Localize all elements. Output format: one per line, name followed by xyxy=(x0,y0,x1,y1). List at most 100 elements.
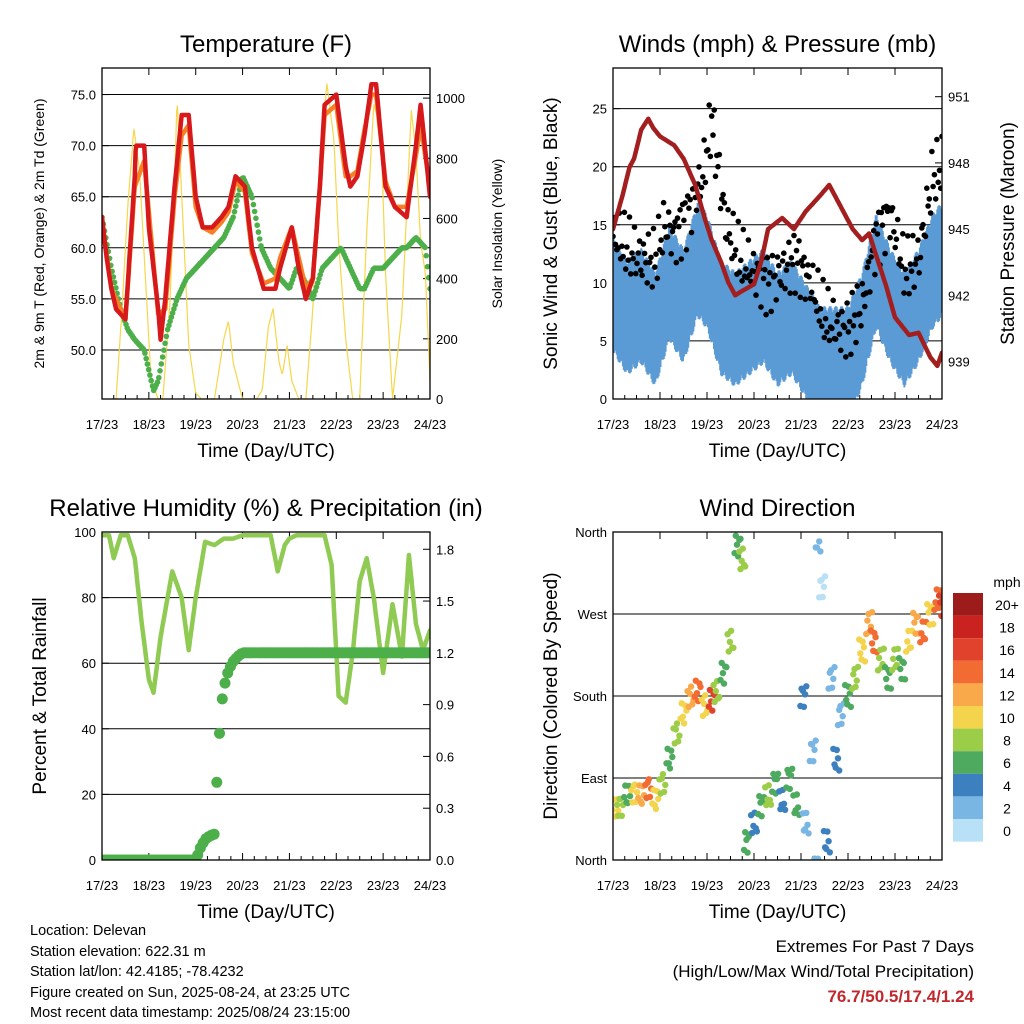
x-tick-label: 18/23 xyxy=(133,878,166,893)
series-point xyxy=(768,308,774,315)
legend-label: 2 xyxy=(1003,800,1011,816)
direction-point xyxy=(917,639,924,646)
series-point xyxy=(927,210,934,216)
direction-point xyxy=(850,671,857,678)
series-point xyxy=(865,259,872,265)
direction-point xyxy=(626,792,634,800)
direction-point xyxy=(687,683,695,690)
direction-point xyxy=(727,627,735,634)
series-point xyxy=(846,318,853,325)
x-tick-label: 24/23 xyxy=(414,417,447,432)
series-point xyxy=(711,107,717,113)
series-point xyxy=(156,374,162,381)
legend-label: 14 xyxy=(999,665,1015,681)
series-point xyxy=(903,275,910,282)
direction-point xyxy=(852,683,859,690)
direction-point xyxy=(847,703,855,711)
series-point xyxy=(148,377,154,384)
direction-point xyxy=(868,609,876,616)
station-info: Location: Delevan Station elevation: 622… xyxy=(30,921,350,1024)
direction-point xyxy=(938,612,942,619)
direction-point xyxy=(669,753,676,761)
series-point xyxy=(778,282,785,288)
series-point xyxy=(920,221,926,228)
series-point xyxy=(627,271,634,277)
series-point xyxy=(791,232,797,239)
series-point xyxy=(745,237,752,243)
direction-point xyxy=(770,770,777,778)
series-point xyxy=(905,233,911,239)
series-point xyxy=(901,290,907,296)
series-point xyxy=(774,254,781,260)
series-point xyxy=(613,233,616,240)
legend-label: 8 xyxy=(1003,733,1011,749)
series-point xyxy=(645,231,652,237)
series-point xyxy=(634,260,640,267)
series-point xyxy=(796,238,802,244)
series-point xyxy=(868,254,874,260)
x-axis-label: Time (Day/UTC) xyxy=(197,902,335,923)
series-point xyxy=(746,272,753,278)
y2-tick-label: 600 xyxy=(436,211,458,226)
x-tick-label: 20/23 xyxy=(226,878,259,893)
series-point xyxy=(163,333,170,340)
y2-tick-label: 939 xyxy=(948,354,970,369)
direction-point xyxy=(864,617,871,624)
series-point xyxy=(682,200,688,206)
direction-point xyxy=(739,545,746,552)
x-tick-label: 17/23 xyxy=(597,878,630,893)
series-point xyxy=(231,208,238,215)
direction-point xyxy=(676,732,683,739)
direction-point xyxy=(680,720,688,727)
series-point xyxy=(911,284,917,291)
direction-point xyxy=(846,690,853,697)
series-point xyxy=(698,184,705,191)
y-tick-label: West xyxy=(578,607,608,622)
series-point xyxy=(779,258,786,264)
direction-point xyxy=(831,663,838,671)
y-tick-label: 20 xyxy=(82,787,96,802)
series-point xyxy=(735,218,742,225)
x-tick-label: 21/23 xyxy=(785,878,818,893)
direction-point xyxy=(828,684,836,691)
direction-point xyxy=(883,675,890,683)
x-axis-label: Time (Day/UTC) xyxy=(197,441,335,462)
series-point xyxy=(800,263,806,269)
y2-tick-label: 942 xyxy=(948,288,970,303)
series-point xyxy=(154,379,161,386)
direction-point xyxy=(901,676,909,683)
x-tick-label: 18/23 xyxy=(644,417,677,432)
series-point xyxy=(870,227,877,234)
direction-point xyxy=(702,692,709,699)
series-point xyxy=(902,266,909,273)
direction-point xyxy=(765,782,772,789)
direction-point xyxy=(787,772,795,779)
series-point xyxy=(677,207,683,213)
direction-point xyxy=(753,828,761,835)
series-point xyxy=(750,250,757,257)
y2-tick-label: 0 xyxy=(436,392,443,407)
y2-tick-label: 0.3 xyxy=(436,801,454,816)
series-point xyxy=(912,261,919,267)
direction-point xyxy=(646,793,654,801)
series-point xyxy=(654,275,661,282)
direction-point xyxy=(941,613,942,616)
series-point xyxy=(848,351,854,358)
series-point xyxy=(889,205,896,211)
direction-point xyxy=(833,746,840,754)
direction-point xyxy=(786,785,793,793)
direction-point xyxy=(700,700,708,707)
plot-area xyxy=(102,82,430,399)
series-point xyxy=(314,280,321,286)
x-tick-label: 18/23 xyxy=(644,878,677,893)
series-point xyxy=(147,372,153,378)
series-point xyxy=(834,318,840,325)
series-point xyxy=(878,209,885,216)
series-point xyxy=(168,314,175,321)
direction-point xyxy=(814,855,822,860)
x-tick-label: 23/23 xyxy=(367,878,400,893)
y-tick-label: 5 xyxy=(600,334,607,349)
direction-point xyxy=(767,801,775,808)
series-point xyxy=(753,292,759,298)
series-point xyxy=(930,183,936,190)
